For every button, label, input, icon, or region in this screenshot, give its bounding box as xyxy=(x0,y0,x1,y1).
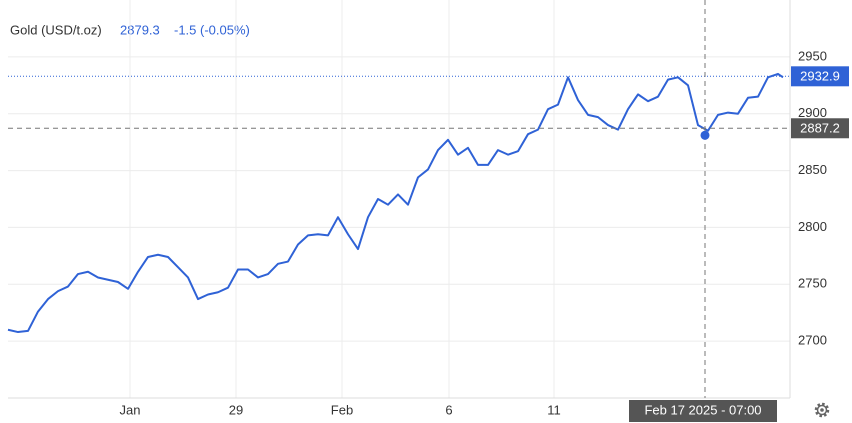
x-tick-label: 29 xyxy=(229,402,243,417)
y-tick-label: 2800 xyxy=(798,219,827,234)
chart-title: Gold (USD/t.oz) xyxy=(10,22,102,37)
crosshair-y-box xyxy=(791,118,849,139)
x-tick-label: 11 xyxy=(547,402,561,417)
crosshair-y-label: 2887.2 xyxy=(800,121,840,136)
crosshair-x-box xyxy=(629,400,777,422)
crosshair-x-label: Feb 17 2025 - 07:00 xyxy=(644,402,761,417)
y-tick-label: 2750 xyxy=(798,276,827,291)
x-tick-label: Jan xyxy=(120,402,141,417)
last-price-box xyxy=(791,66,849,87)
y-tick-label: 2700 xyxy=(798,333,827,348)
price-change: -1.5 (-0.05%) xyxy=(174,22,250,37)
last-price-label: 2932.9 xyxy=(800,69,840,84)
y-tick-label: 2850 xyxy=(798,162,827,177)
price-line xyxy=(7,72,784,334)
settings-icon[interactable] xyxy=(814,402,830,418)
y-tick-label: 2950 xyxy=(798,48,827,63)
crosshair-dot xyxy=(700,130,710,140)
x-tick-label: Feb xyxy=(331,402,353,417)
x-tick-label: 6 xyxy=(445,402,452,417)
price: 2879.3 xyxy=(120,22,160,37)
y-tick-label: 2900 xyxy=(798,105,827,120)
